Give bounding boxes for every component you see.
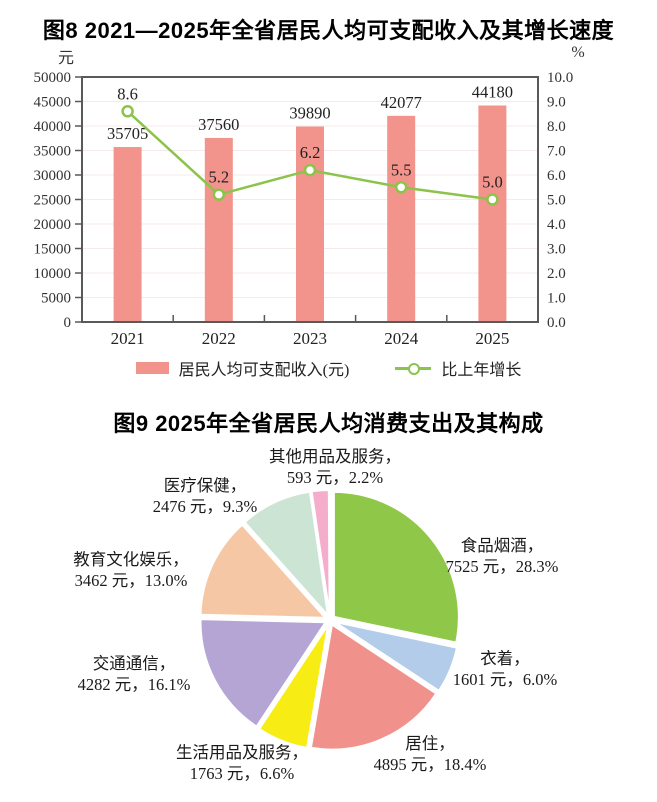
pie-label-value: 7525 元，28.3% — [445, 557, 559, 576]
bar-2024 — [387, 115, 416, 323]
pie-slice-6 — [243, 490, 329, 617]
right-tick-label: 10.0 — [547, 70, 573, 86]
bar-2023 — [296, 126, 324, 322]
figure8-legend: 居民人均可支配收入(元) 比上年增长 — [0, 356, 657, 380]
figure9-title: 图9 2025年全省居民人均消费支出及其构成 — [113, 411, 544, 436]
right-tick-label: 9.0 — [547, 95, 566, 111]
pie-slice-0 — [332, 490, 460, 644]
pie-slice-5 — [199, 523, 327, 619]
line-swatch-marker-icon — [408, 363, 421, 375]
pie-label-5: 教育文化娱乐， 3462 元，13.0% — [21, 549, 241, 591]
growth-marker-2025 — [486, 193, 499, 206]
pie-label-3: 生活用品及服务， 1763 元，6.6% — [132, 742, 352, 784]
pie-label-category: 交通通信， — [92, 654, 176, 673]
left-tick-label: 50000 — [34, 70, 72, 86]
x-axis-label-2024: 2024 — [384, 329, 419, 348]
bar-value-label: 44180 — [472, 83, 513, 102]
left-tick-label: 15000 — [34, 242, 72, 258]
pie-label-1: 衣着， 1601 元，6.0% — [395, 648, 615, 690]
pie-slice-4 — [199, 618, 327, 728]
right-axis-unit-label: % — [571, 44, 585, 61]
pie-label-value: 4282 元，16.1% — [77, 675, 191, 694]
bar-series-swatch-icon — [135, 362, 169, 374]
pie-label-value: 4895 元，18.4% — [373, 755, 487, 774]
growth-value-label: 5.5 — [391, 160, 412, 179]
pie-label-category: 生活用品及服务， — [176, 743, 308, 762]
pie-label-category: 教育文化娱乐， — [73, 550, 189, 569]
pie-slice-1 — [333, 620, 458, 692]
right-tick-label: 8.0 — [547, 119, 566, 135]
pie-label-0: 食品烟酒， 7525 元，28.3% — [392, 535, 612, 577]
bar-value-label: 39890 — [289, 104, 330, 123]
pie-label-6: 医疗保健， 2476 元，9.3% — [95, 475, 315, 517]
pie-label-category: 居住， — [405, 734, 455, 753]
pie-label-4: 交通通信， 4282 元，16.1% — [24, 653, 244, 695]
left-tick-label: 20000 — [34, 217, 72, 233]
bar-value-label: 37560 — [198, 115, 239, 134]
pie-label-7: 其他用品及服务， 593 元，2.2% — [225, 446, 445, 488]
left-tick-label: 25000 — [34, 193, 72, 209]
consumption-pie-chart — [199, 489, 460, 751]
right-tick-label: 1.0 — [547, 291, 566, 307]
line-series-label: 比上年增长 — [441, 362, 522, 379]
left-tick-label: 45000 — [34, 95, 72, 111]
pie-slice-2 — [309, 623, 438, 751]
pie-label-value: 593 元，2.2% — [286, 468, 384, 487]
pie-label-category: 医疗保健， — [163, 476, 247, 495]
pie-label-value: 1601 元，6.0% — [452, 670, 558, 689]
pie-slice-7 — [310, 489, 331, 617]
left-tick-label: 35000 — [34, 144, 72, 160]
bar-value-label: 35705 — [107, 124, 148, 143]
growth-marker-2021 — [121, 105, 134, 118]
growth-value-label: 5.0 — [482, 173, 503, 192]
line-series-swatch-icon — [395, 362, 432, 375]
x-axis-label-2025: 2025 — [475, 329, 509, 348]
right-tick-label: 0.0 — [547, 315, 566, 331]
x-axis-label-2022: 2022 — [202, 329, 236, 348]
right-tick-label: 4.0 — [547, 217, 566, 233]
pie-label-category: 衣着， — [480, 649, 530, 668]
pie-label-2: 居住， 4895 元，18.4% — [320, 733, 540, 775]
growth-marker-2023 — [303, 163, 317, 177]
growth-marker-2022 — [212, 188, 226, 201]
bar-2022 — [204, 137, 233, 322]
pie-label-category: 食品烟酒， — [460, 536, 544, 555]
left-tick-label: 30000 — [34, 168, 72, 184]
figure8-title: 图8 2021—2025年全省居民人均可支配收入及其增长速度 — [42, 18, 615, 43]
pie-label-value: 3462 元，13.0% — [74, 571, 188, 590]
growth-value-label: 6.2 — [300, 143, 321, 162]
right-tick-label: 2.0 — [547, 266, 566, 282]
right-tick-label: 6.0 — [547, 168, 566, 184]
income-growth-combo-chart: 35705 37560 39890 42077 44180 0 0.0 5000 1.0 1000… — [34, 70, 574, 348]
left-tick-label: 5000 — [41, 291, 71, 307]
x-axis-label-2023: 2023 — [293, 329, 327, 348]
legend-item-income: 居民人均可支配收入(元) — [135, 356, 350, 380]
x-axis-label-2021: 2021 — [111, 329, 145, 348]
pie-label-value: 2476 元，9.3% — [152, 497, 258, 516]
right-tick-label: 5.0 — [547, 193, 566, 209]
left-tick-label: 40000 — [34, 119, 72, 135]
pie-label-category: 其他用品及服务， — [269, 447, 401, 466]
right-tick-label: 3.0 — [547, 242, 566, 258]
left-axis-unit-label: 元 — [57, 50, 74, 67]
growth-value-label: 5.2 — [208, 168, 229, 187]
bar-2025 — [478, 105, 507, 322]
right-tick-label: 7.0 — [547, 144, 566, 160]
legend-item-growth: 比上年增长 — [395, 356, 521, 380]
left-tick-label: 0 — [64, 315, 72, 331]
pie-slice-3 — [258, 623, 330, 749]
bar-value-label: 42077 — [381, 93, 422, 112]
growth-marker-2024 — [394, 181, 408, 194]
growth-value-label: 8.6 — [117, 84, 138, 103]
pie-label-value: 1763 元，6.6% — [189, 764, 295, 783]
left-tick-label: 10000 — [34, 266, 72, 282]
bar-2021 — [113, 147, 142, 322]
bar-series-label: 居民人均可支配收入(元) — [178, 362, 350, 379]
